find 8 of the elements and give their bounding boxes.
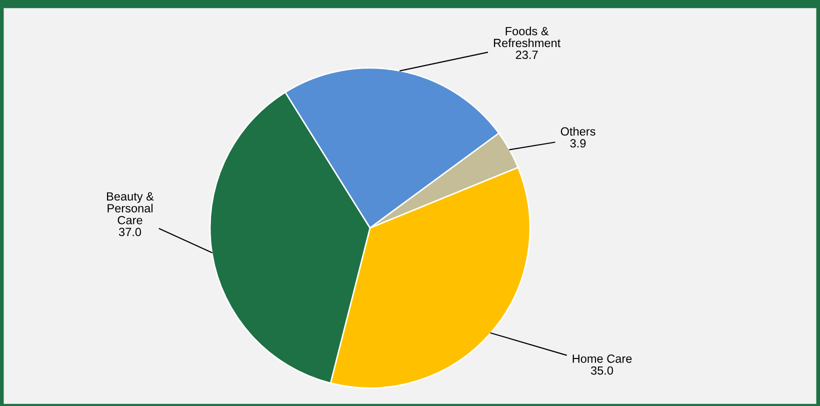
slice-label: Foods & Refreshment	[494, 26, 561, 48]
data-label: 3.9	[570, 139, 586, 148]
slice-label: Home Care	[572, 354, 632, 363]
data-label: 37.0	[118, 228, 142, 236]
slice-label: Beauty & Personal Care	[107, 192, 154, 224]
data-label: 35.0	[590, 366, 614, 375]
data-label: 23.7	[516, 50, 538, 60]
slice-label: Others	[560, 126, 596, 136]
